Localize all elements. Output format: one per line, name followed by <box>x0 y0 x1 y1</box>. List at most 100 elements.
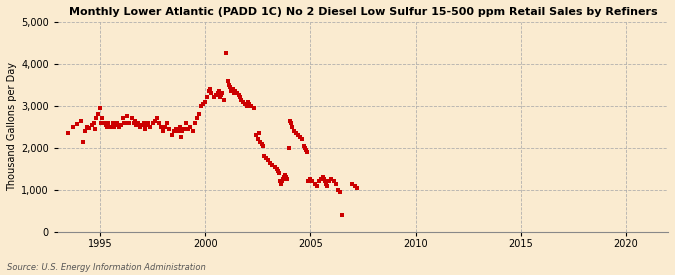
Point <box>140 127 151 131</box>
Point <box>275 182 286 186</box>
Point <box>99 120 109 125</box>
Point <box>332 188 343 192</box>
Point <box>86 123 97 127</box>
Point <box>281 175 292 180</box>
Point <box>305 177 316 182</box>
Point <box>130 123 141 127</box>
Point <box>228 91 239 95</box>
Point <box>68 125 78 129</box>
Title: Monthly Lower Atlantic (PADD 1C) No 2 Diesel Low Sulfur 15-500 ppm Retail Sales : Monthly Lower Atlantic (PADD 1C) No 2 Di… <box>69 7 657 17</box>
Point <box>130 118 140 123</box>
Point <box>240 101 250 106</box>
Point <box>97 116 107 121</box>
Text: Source: U.S. Energy Information Administration: Source: U.S. Energy Information Administ… <box>7 263 205 272</box>
Point <box>328 179 339 184</box>
Point <box>191 116 202 121</box>
Point <box>102 125 113 129</box>
Point <box>213 89 224 94</box>
Point <box>294 135 305 140</box>
Point <box>302 150 313 154</box>
Point <box>277 179 288 184</box>
Point <box>234 93 244 98</box>
Point <box>84 125 95 130</box>
Point <box>95 106 105 110</box>
Point <box>101 123 111 127</box>
Point <box>82 125 92 129</box>
Point <box>269 164 280 169</box>
Point <box>284 146 295 150</box>
Point <box>226 89 237 94</box>
Point <box>321 182 331 186</box>
Point <box>162 120 173 125</box>
Point <box>246 104 257 108</box>
Point <box>315 177 326 182</box>
Point <box>224 83 235 87</box>
Point <box>119 120 130 125</box>
Point <box>63 131 74 135</box>
Point <box>183 127 194 131</box>
Point <box>263 158 273 163</box>
Point <box>113 125 124 129</box>
Point <box>256 141 267 146</box>
Point <box>265 160 276 165</box>
Point <box>288 129 299 133</box>
Point <box>330 182 341 186</box>
Point <box>244 101 254 106</box>
Point <box>143 120 154 125</box>
Point <box>88 120 99 125</box>
Point <box>181 120 192 125</box>
Point <box>285 118 296 123</box>
Point <box>134 125 145 129</box>
Point <box>282 177 293 182</box>
Point <box>117 116 128 121</box>
Point <box>149 118 160 123</box>
Point <box>309 182 320 186</box>
Point <box>103 120 114 125</box>
Point <box>258 144 269 148</box>
Point <box>175 125 186 129</box>
Y-axis label: Thousand Gallons per Day: Thousand Gallons per Day <box>7 62 17 191</box>
Point <box>132 120 143 125</box>
Point <box>120 120 131 125</box>
Point <box>322 183 333 188</box>
Point <box>126 116 137 121</box>
Point <box>155 125 166 129</box>
Point <box>215 93 226 98</box>
Point <box>320 179 331 184</box>
Point <box>141 123 152 127</box>
Point <box>128 120 139 125</box>
Point <box>194 112 205 117</box>
Point <box>215 95 225 100</box>
Point <box>319 177 329 182</box>
Point <box>219 97 230 102</box>
Point <box>303 179 314 184</box>
Point <box>227 87 238 91</box>
Point <box>279 173 290 177</box>
Point <box>139 120 150 125</box>
Point <box>286 120 297 125</box>
Point <box>187 129 198 133</box>
Point <box>254 139 265 144</box>
Point <box>205 87 216 91</box>
Point <box>290 131 301 135</box>
Point <box>318 175 329 180</box>
Point <box>300 146 310 150</box>
Point <box>179 127 190 131</box>
Point <box>213 91 223 95</box>
Point <box>208 95 219 100</box>
Point <box>160 125 171 129</box>
Point <box>206 91 217 95</box>
Point <box>252 137 263 142</box>
Point <box>349 183 360 188</box>
Point <box>105 125 116 129</box>
Point <box>76 118 86 123</box>
Point <box>147 120 158 125</box>
Point <box>158 129 169 133</box>
Point <box>166 133 177 138</box>
Point <box>238 100 248 104</box>
Point <box>243 100 254 104</box>
Point <box>151 116 162 121</box>
Point <box>196 104 207 108</box>
Point <box>296 137 307 142</box>
Point <box>109 123 120 127</box>
